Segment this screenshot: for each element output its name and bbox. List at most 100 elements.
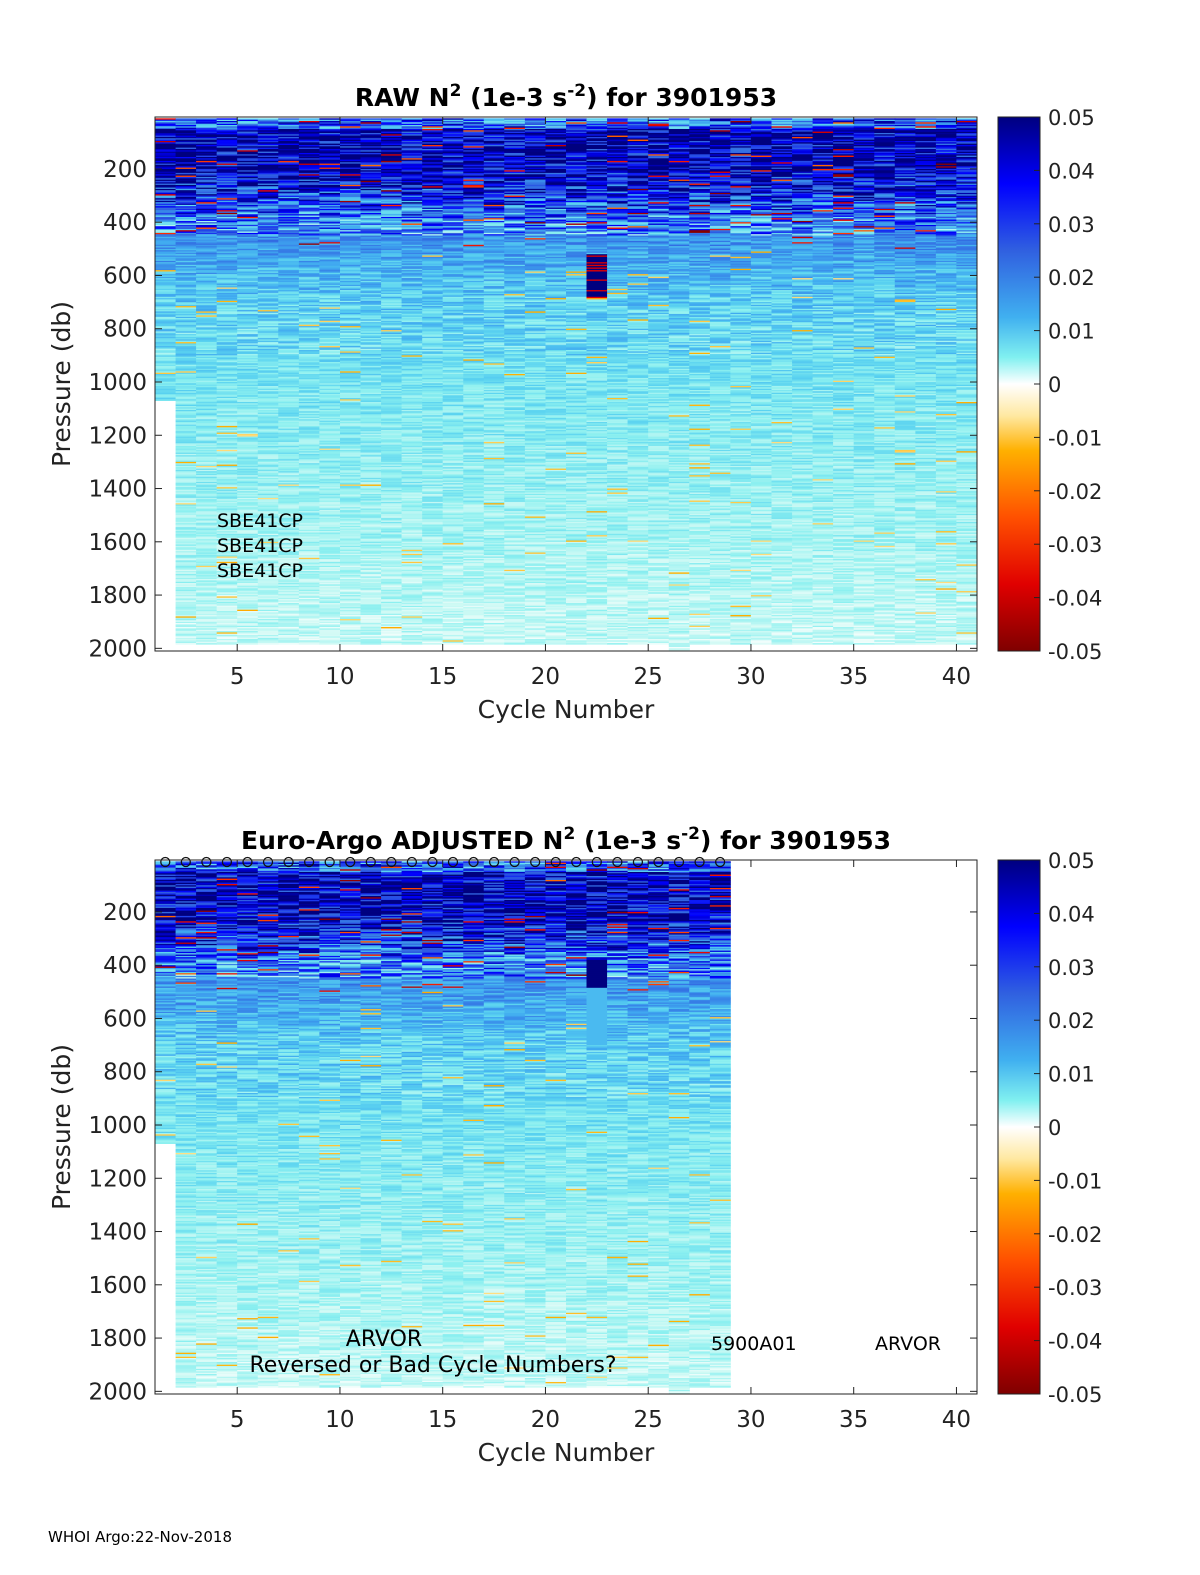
heatmap-cell	[257, 429, 279, 432]
heatmap-cell	[237, 555, 259, 557]
heatmap-cell	[298, 481, 320, 484]
heatmap-cell	[319, 188, 341, 191]
heatmap-cell	[319, 170, 341, 172]
heatmap-cell	[196, 154, 218, 156]
heatmap-cell	[278, 612, 300, 615]
heatmap-cell	[319, 284, 341, 287]
heatmap-cell	[298, 552, 320, 555]
heatmap-cell	[216, 537, 238, 540]
heatmap-cell	[216, 367, 238, 370]
heatmap-cell	[278, 284, 300, 287]
heatmap-cell	[298, 311, 320, 314]
heatmap-cell	[278, 543, 300, 545]
heatmap-cell	[319, 399, 341, 401]
heatmap-cell	[196, 155, 218, 158]
heatmap-cell	[175, 386, 197, 388]
heatmap-cell	[216, 641, 238, 644]
heatmap-cell	[278, 545, 300, 548]
heatmap-cell	[216, 612, 238, 615]
heatmap-cell	[278, 504, 300, 507]
heatmap-cell	[278, 359, 300, 362]
heatmap-cell	[257, 631, 279, 633]
heatmap-cell	[175, 416, 197, 419]
heatmap-cell	[216, 129, 238, 131]
heatmap-cell	[196, 382, 218, 384]
heatmap-cell	[175, 492, 197, 495]
heatmap-cell	[237, 247, 259, 250]
heatmap-cell	[278, 424, 300, 427]
heatmap-cell	[175, 635, 197, 637]
heatmap-cell	[237, 468, 259, 471]
heatmap-cell	[319, 222, 341, 224]
heatmap-cell	[216, 560, 238, 563]
heatmap-cell	[298, 352, 320, 355]
heatmap-cell	[216, 624, 238, 627]
heatmap-cell	[175, 259, 197, 262]
heatmap-cell	[196, 587, 218, 589]
heatmap-cell	[319, 611, 341, 613]
heatmap-cell	[155, 137, 176, 139]
heatmap-cell	[319, 479, 341, 481]
heatmap-cell	[319, 440, 341, 443]
heatmap-cell	[175, 327, 197, 330]
heatmap-cell	[257, 296, 279, 299]
heatmap-cell	[175, 641, 197, 644]
heatmap-cell	[257, 167, 279, 170]
heatmap-cell	[216, 292, 238, 295]
heatmap-cell	[196, 588, 218, 591]
heatmap-cell	[298, 588, 320, 591]
heatmap-cell	[196, 356, 218, 359]
heatmap-cell	[175, 318, 197, 320]
heatmap-cell	[278, 256, 300, 259]
heatmap-cell	[298, 461, 320, 464]
heatmap-cell	[155, 336, 176, 339]
heatmap-cell	[216, 299, 238, 302]
heatmap-cell	[237, 303, 259, 306]
heatmap-cell	[257, 226, 279, 228]
heatmap-cell	[340, 139, 361, 142]
heatmap-cell	[155, 187, 176, 190]
heatmap-cell	[216, 580, 238, 583]
heatmap-cell	[319, 362, 341, 364]
heatmap-cell	[319, 150, 341, 152]
heatmap-cell	[155, 231, 176, 234]
heatmap-cell	[196, 212, 218, 215]
heatmap-cell	[216, 350, 238, 352]
heatmap-cell	[216, 601, 238, 604]
heatmap-cell	[237, 252, 259, 255]
heatmap-cell	[175, 278, 197, 280]
heatmap-cell	[216, 182, 238, 184]
heatmap-cell	[216, 330, 238, 332]
heatmap-cell	[298, 585, 320, 588]
heatmap-cell	[175, 263, 197, 266]
heatmap-cell	[196, 256, 218, 259]
heatmap-cell	[175, 402, 197, 404]
heatmap-cell	[216, 555, 238, 557]
heatmap-cell	[175, 342, 197, 344]
heatmap-cell	[298, 508, 320, 511]
heatmap-cell	[216, 176, 238, 179]
heatmap-cell	[237, 433, 259, 436]
heatmap-cell	[319, 330, 341, 332]
heatmap-cell	[237, 272, 259, 275]
heatmap-cell	[196, 187, 218, 190]
heatmap-cell	[175, 190, 197, 192]
heatmap-cell	[175, 560, 197, 563]
heatmap-cell	[257, 555, 279, 557]
heatmap-cell	[175, 484, 197, 487]
heatmap-cell	[298, 226, 320, 228]
heatmap-cell	[278, 500, 300, 503]
heatmap-cell	[175, 449, 197, 452]
heatmap-cell	[278, 219, 300, 222]
heatmap-cell	[319, 348, 341, 351]
heatmap-cell	[196, 620, 218, 623]
heatmap-cell	[196, 244, 218, 247]
heatmap-cell	[298, 603, 320, 605]
heatmap-cell	[278, 295, 300, 298]
heatmap-cell	[257, 153, 279, 155]
heatmap-cell	[175, 613, 197, 616]
heatmap-cell	[319, 376, 341, 379]
heatmap-cell	[319, 473, 341, 476]
heatmap-cell	[216, 475, 238, 477]
heatmap-cell	[319, 235, 341, 238]
